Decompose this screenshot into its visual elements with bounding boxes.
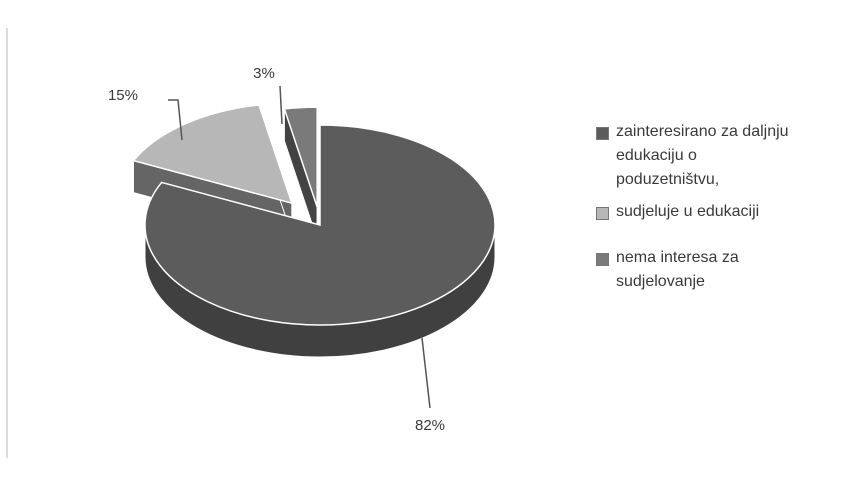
legend-label-2-line-1: sudjelovanje (616, 273, 705, 290)
legend-label-0-line-0: zainteresirano za daljnju (616, 123, 789, 140)
legend-swatch-2 (596, 253, 609, 266)
legend-item-2: nema interesa za sudjelovanje (596, 246, 858, 294)
legend: zainteresirano za daljnju edukaciju o podu… (596, 120, 858, 294)
leader-line-0 (421, 337, 431, 409)
pie-slice-top-0 (144, 124, 496, 326)
legend-item-1: sudjeluje u edukaciji (596, 200, 858, 224)
legend-label-2-line-0: nema interesa za (616, 249, 739, 266)
leader-lines (168, 85, 431, 409)
pie-slice-top-2 (283, 106, 318, 208)
legend-label-1-line-0: sudjeluje u edukaciji (616, 203, 760, 220)
pie-slices (132, 104, 496, 358)
legend-label-0-line-1: edukaciju o (616, 147, 697, 164)
leader-line-1 (168, 99, 183, 141)
pie-slice-0 (144, 124, 496, 358)
chart-frame-line (6, 28, 8, 458)
legend-item-0: zainteresirano za daljnju edukaciju o podu… (596, 120, 858, 192)
pie-chart: 82% 15% 3% (108, 65, 496, 434)
pie-slice-2 (283, 106, 318, 240)
data-labels: 82% 15% 3% (108, 65, 445, 434)
legend-swatch-1 (596, 207, 609, 220)
data-label-2: 3% (253, 65, 275, 82)
legend-label-0-line-2: poduzetništvu, (616, 171, 720, 188)
data-label-1: 15% (108, 87, 138, 104)
leader-line-2 (279, 85, 283, 125)
data-label-0: 82% (415, 417, 445, 434)
pie-slice-top-1 (132, 104, 293, 205)
legend-swatch-0 (596, 127, 609, 140)
